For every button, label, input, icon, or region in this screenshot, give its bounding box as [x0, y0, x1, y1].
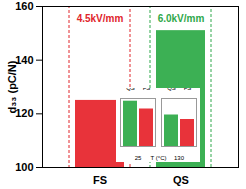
svg-text:QS: QS [173, 174, 189, 186]
svg-text:T (°C): T (°C) [151, 155, 167, 161]
svg-text:160: 160 [15, 0, 33, 12]
svg-text:4.5kV/mm: 4.5kV/mm [77, 13, 124, 24]
svg-text:6.0kV/mm: 6.0kV/mm [158, 13, 205, 24]
svg-text:120: 120 [15, 107, 34, 120]
svg-text:140: 140 [15, 53, 34, 66]
svg-text:FS: FS [184, 88, 192, 91]
svg-text:FS: FS [143, 88, 151, 91]
svg-text:QS: QS [167, 88, 176, 91]
svg-text:100: 100 [15, 161, 33, 173]
svg-text:QS: QS [126, 88, 135, 91]
svg-text:25: 25 [135, 155, 142, 161]
svg-text:130: 130 [174, 155, 185, 161]
svg-text:d₃₃ (pC/N): d₃₃ (pC/N) [6, 60, 18, 113]
svg-text:FS: FS [93, 174, 107, 186]
